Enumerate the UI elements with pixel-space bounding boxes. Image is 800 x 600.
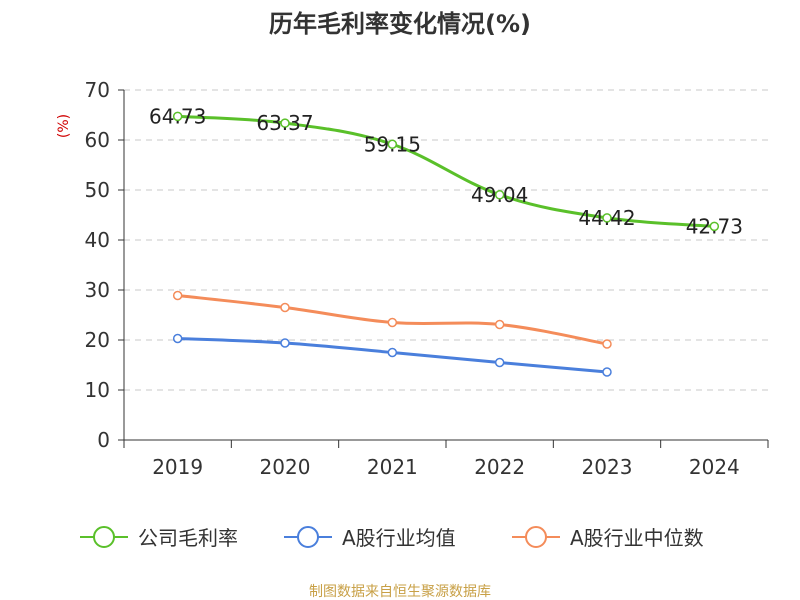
x-tick-label: 2021 (367, 455, 418, 479)
legend-swatch-marker (525, 526, 547, 548)
data-point (280, 118, 290, 128)
legend: 公司毛利率 A股行业均值 A股行业中位数 (80, 526, 704, 550)
y-tick-label: 40 (85, 228, 110, 252)
legend-item: 公司毛利率 (80, 526, 238, 550)
data-label: 59.15 (364, 132, 421, 156)
y-tick-label: 20 (85, 328, 110, 352)
data-point (494, 357, 505, 368)
y-tick-label: 30 (85, 278, 110, 302)
data-point (280, 302, 290, 313)
data-label: 42.73 (686, 214, 743, 238)
legend-item: A股行业中位数 (512, 526, 704, 550)
data-point (494, 319, 505, 330)
data-point (602, 367, 612, 377)
axes: 0 10 20 30 40 50 60 70 2019 2020 2021 2022 2023 2024 (85, 78, 769, 479)
x-tick-label: 2020 (260, 455, 311, 479)
data-point (172, 290, 183, 301)
x-tick-label: 2024 (689, 455, 740, 479)
data-labels: 64.73 63.37 59.15 49.04 44.42 42.73 (149, 104, 743, 238)
data-point (387, 317, 398, 328)
x-tick-label: 2022 (474, 455, 525, 479)
legend-swatch-marker (297, 526, 319, 548)
data-point (387, 139, 398, 149)
chart-title: 历年毛利率变化情况(%) (269, 10, 531, 38)
data-label: 63.37 (256, 111, 313, 135)
grid (124, 89, 768, 391)
y-tick-label: 50 (85, 178, 110, 202)
data-point (280, 338, 290, 348)
x-tick-label: 2019 (152, 455, 203, 479)
source-note: 制图数据来自恒生聚源数据库 (309, 584, 491, 600)
data-point (602, 213, 612, 223)
data-label: 44.42 (578, 206, 635, 230)
y-tick-label: 60 (85, 128, 110, 152)
x-tick-label: 2023 (582, 455, 633, 479)
series-0 (172, 111, 720, 232)
data-point (602, 339, 612, 349)
data-point (709, 221, 720, 232)
legend-label: A股行业中位数 (570, 526, 704, 550)
legend-item: A股行业均值 (284, 526, 456, 550)
series (172, 111, 720, 377)
series-2 (172, 290, 612, 349)
series-line (177, 114, 715, 228)
data-point (172, 333, 183, 344)
data-point (387, 347, 398, 358)
y-tick-label: 10 (85, 378, 110, 402)
series-1 (172, 333, 612, 377)
legend-swatch-marker (93, 526, 115, 548)
y-axis-unit-label: (%) (56, 114, 72, 138)
y-tick-label: 70 (85, 78, 110, 102)
legend-label: A股行业均值 (342, 526, 456, 550)
legend-label: 公司毛利率 (138, 526, 238, 550)
data-point (494, 190, 505, 200)
y-tick-label: 0 (97, 428, 110, 452)
data-label: 49.04 (471, 183, 528, 207)
data-label: 64.73 (149, 104, 206, 128)
data-point (172, 111, 183, 122)
